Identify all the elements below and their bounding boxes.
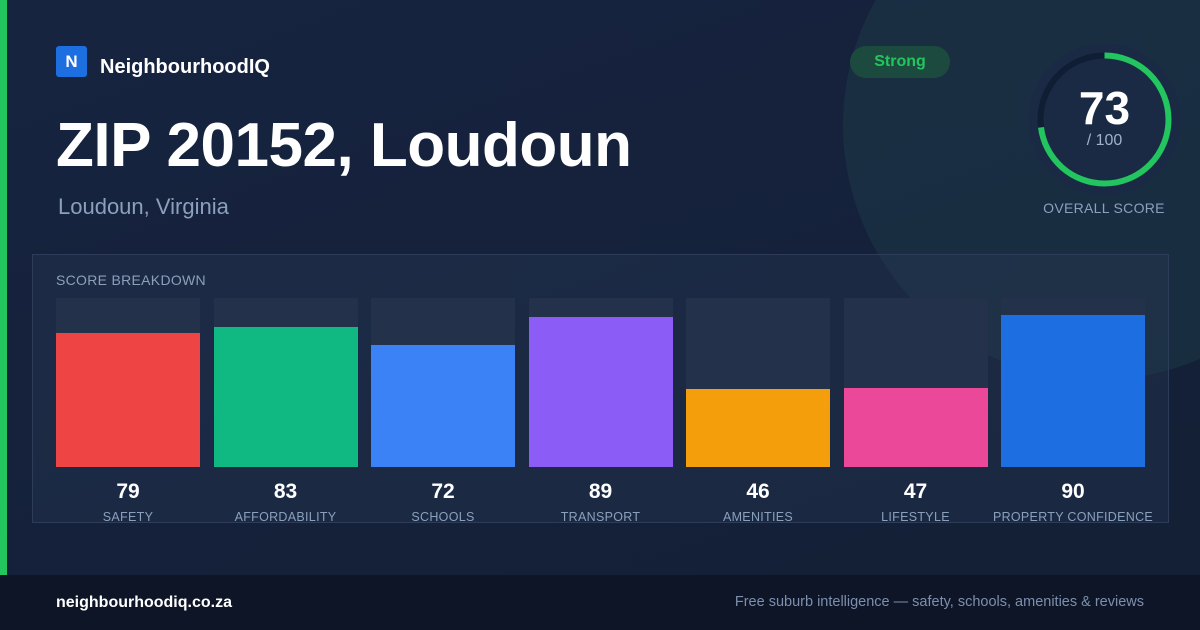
score-bar-track xyxy=(56,298,200,467)
accent-bar xyxy=(0,0,7,575)
score-bar-safety xyxy=(56,333,200,467)
overall-score-gauge: 73 / 100 xyxy=(1028,43,1181,196)
score-bar-amenities xyxy=(686,389,830,467)
score-value: 79 xyxy=(116,480,140,503)
score-value: 47 xyxy=(903,480,928,503)
score-bar-affordability xyxy=(213,327,358,467)
overall-score-max: / 100 xyxy=(1086,132,1123,149)
score-ring xyxy=(1028,43,1181,196)
footer: neighbourhoodiq.co.za Free suburb intell… xyxy=(0,575,1200,630)
score-label: AFFORDABILITY xyxy=(234,510,337,524)
score-value: 46 xyxy=(746,480,770,503)
score-bar-track xyxy=(213,298,358,467)
score-breakdown-panel: SCORE BREAKDOWN 79 SAFETY 83 AFFORDABILITY 7… xyxy=(32,254,1169,524)
score-bar-lifestyle xyxy=(843,388,988,467)
score-bar-track xyxy=(686,298,830,467)
score-label: SAFETY xyxy=(102,510,154,524)
score-label: SCHOOLS xyxy=(411,510,475,524)
footer-domain: neighbourhoodiq.co.za xyxy=(56,594,232,611)
score-bar-track xyxy=(528,298,673,467)
score-label: LIFESTYLE xyxy=(881,510,950,524)
score-bar-track xyxy=(371,298,515,467)
score-bar-transport xyxy=(528,317,673,467)
gauge-background xyxy=(1028,43,1181,196)
page-title: ZIP 20152, Loudoun xyxy=(56,111,632,180)
score-label: PROPERTY CONFIDENCE xyxy=(992,510,1154,524)
score-bar-schools xyxy=(371,345,515,467)
overall-score-value: 73 xyxy=(1078,82,1131,134)
gauge-progress-ring xyxy=(1037,52,1172,187)
score-bar-track xyxy=(1001,298,1145,467)
location-subtitle: Loudoun, Virginia xyxy=(58,194,229,219)
breakdown-title: SCORE BREAKDOWN xyxy=(56,272,206,288)
score-value: 83 xyxy=(273,480,298,503)
status-badge: Strong xyxy=(850,46,950,78)
brand-name: NeighbourhoodIQ xyxy=(100,56,270,78)
score-value: 89 xyxy=(588,480,613,503)
logo-icon: N xyxy=(56,46,87,77)
score-bar-property-confidence xyxy=(1001,315,1145,467)
footer-tagline: Free suburb intelligence — safety, schoo… xyxy=(734,594,1144,610)
score-label: AMENITIES xyxy=(722,510,794,524)
score-bar-track xyxy=(843,298,988,467)
score-label: TRANSPORT xyxy=(560,510,641,524)
score-value: 90 xyxy=(1061,480,1085,503)
overall-score-label: OVERALL SCORE xyxy=(1043,200,1165,216)
score-value: 72 xyxy=(431,480,455,503)
